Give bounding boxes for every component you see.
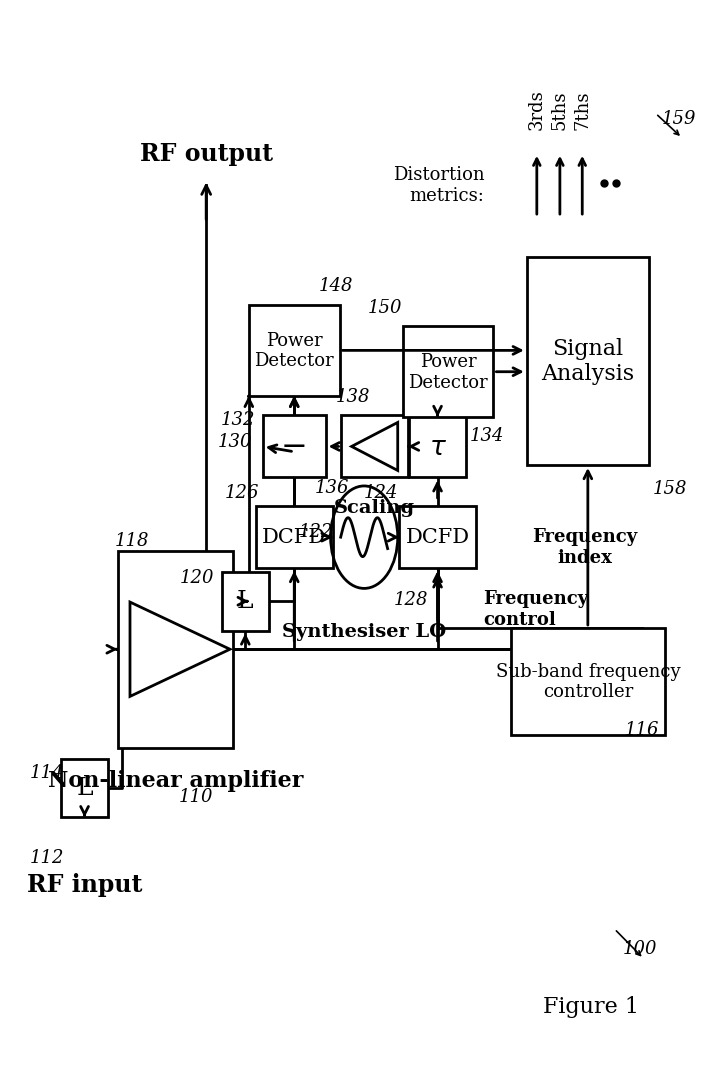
Text: 120: 120 (179, 569, 214, 587)
Text: 128: 128 (394, 590, 429, 608)
Text: 112: 112 (29, 848, 64, 866)
Text: Power
Detector: Power Detector (255, 331, 334, 370)
Text: 118: 118 (114, 531, 149, 549)
Text: 148: 148 (319, 277, 353, 296)
FancyBboxPatch shape (403, 327, 493, 417)
Text: RF input: RF input (27, 872, 143, 897)
Text: 100: 100 (623, 940, 657, 957)
Text: 158: 158 (652, 479, 687, 498)
Text: 3rds: 3rds (527, 89, 546, 130)
FancyBboxPatch shape (221, 572, 269, 631)
Text: 138: 138 (336, 388, 370, 405)
Text: −: − (281, 431, 308, 462)
Text: 136: 136 (316, 478, 350, 497)
Text: 116: 116 (625, 720, 659, 739)
Text: 114: 114 (29, 763, 64, 782)
Text: Sub-band frequency
controller: Sub-band frequency controller (496, 662, 680, 701)
Text: L: L (237, 590, 254, 613)
Text: 159: 159 (661, 111, 696, 128)
Text: 134: 134 (469, 427, 504, 445)
Text: 5ths: 5ths (551, 90, 569, 130)
Text: Synthesiser LO: Synthesiser LO (282, 622, 446, 641)
Text: L: L (77, 776, 93, 800)
Text: 126: 126 (224, 484, 259, 502)
Text: DCFD: DCFD (406, 528, 469, 547)
FancyBboxPatch shape (399, 506, 476, 569)
FancyBboxPatch shape (118, 550, 233, 748)
Text: Frequency
control: Frequency control (483, 590, 588, 629)
Text: Frequency
index: Frequency index (532, 528, 637, 567)
FancyBboxPatch shape (249, 305, 340, 397)
Text: RF output: RF output (140, 142, 273, 166)
Text: DCFD: DCFD (262, 528, 326, 547)
FancyBboxPatch shape (342, 416, 408, 477)
Text: Scaling: Scaling (334, 499, 415, 517)
FancyBboxPatch shape (256, 506, 333, 569)
Text: $\tau$: $\tau$ (428, 434, 447, 459)
FancyBboxPatch shape (511, 628, 665, 735)
FancyBboxPatch shape (263, 416, 325, 477)
Text: Power
Detector: Power Detector (408, 353, 488, 391)
Text: 7ths: 7ths (574, 90, 591, 130)
FancyBboxPatch shape (61, 759, 108, 817)
Text: 150: 150 (368, 299, 402, 317)
Text: Figure 1: Figure 1 (543, 995, 640, 1018)
Text: 124: 124 (364, 484, 398, 502)
FancyBboxPatch shape (409, 416, 467, 477)
Text: Distortion
metrics:: Distortion metrics: (393, 167, 484, 205)
Text: 110: 110 (179, 787, 213, 805)
Text: Non-linear amplifier: Non-linear amplifier (48, 770, 303, 791)
Text: Signal
Analysis: Signal Analysis (541, 338, 635, 385)
FancyBboxPatch shape (527, 258, 649, 465)
Text: 122: 122 (299, 524, 334, 541)
Text: 130: 130 (218, 432, 252, 450)
Text: 132: 132 (221, 411, 255, 429)
